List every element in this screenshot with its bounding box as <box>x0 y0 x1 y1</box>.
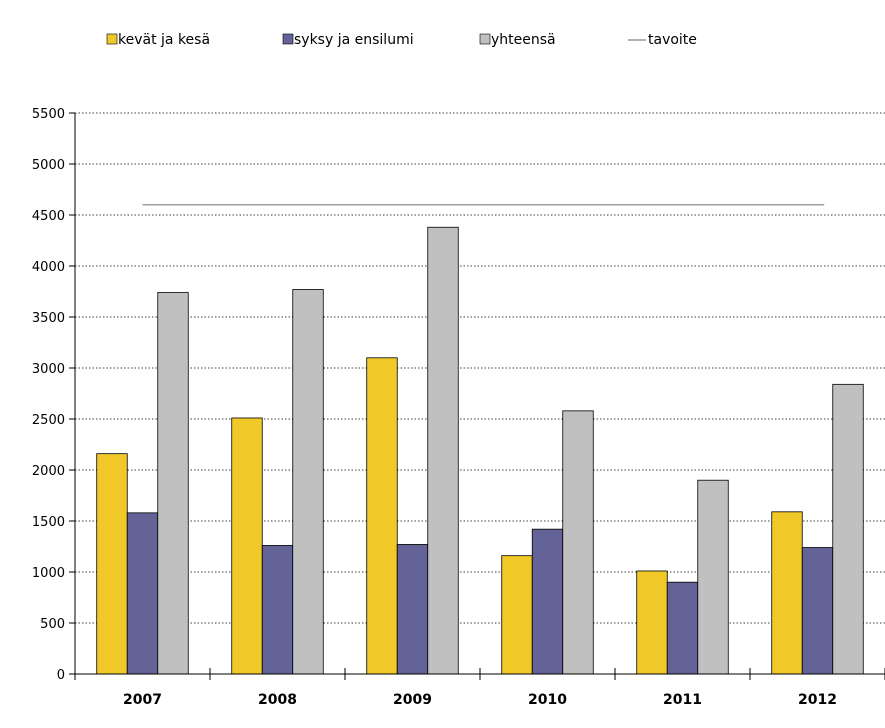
bar-syksy-ja-ensilumi-2009 <box>396 544 429 675</box>
bar-syksy-ja-ensilumi-2012 <box>801 547 834 675</box>
bar-yhteensä-2007 <box>157 292 189 675</box>
x-tick-label: 2010 <box>528 692 567 708</box>
y-tick-label: 1000 <box>32 566 65 581</box>
bars <box>96 226 864 675</box>
y-tick-label: 4000 <box>32 260 65 275</box>
y-tick-label: 1500 <box>32 515 65 530</box>
bar-syksy-ja-ensilumi-2008 <box>261 545 294 675</box>
bar-kevät-ja-kesä-2011 <box>636 570 668 675</box>
bar-kevät-ja-kesä-2008 <box>231 417 263 675</box>
bar-syksy-ja-ensilumi-2010 <box>531 528 564 675</box>
y-tick-label: 4500 <box>32 209 65 224</box>
x-tick-label: 2012 <box>798 692 837 708</box>
x-tick-label: 2008 <box>258 692 297 708</box>
legend: kevät ja kesä syksy ja ensilumi yhteensä ta… <box>106 32 697 48</box>
gridlines <box>75 112 885 624</box>
y-tick-label: 2500 <box>32 413 65 428</box>
y-tick-label: 3000 <box>32 362 65 377</box>
legend-label: tavoite <box>648 32 697 48</box>
bar-yhteensä-2008 <box>292 289 324 675</box>
legend-label: kevät ja kesä <box>118 32 210 48</box>
bar-yhteensä-2011 <box>697 479 729 675</box>
bar-yhteensä-2010 <box>562 410 594 675</box>
bar-kevät-ja-kesä-2007 <box>96 453 128 675</box>
x-tick-label: 2007 <box>123 692 162 708</box>
y-tick-label: 500 <box>40 617 65 632</box>
bar-kevät-ja-kesä-2010 <box>501 555 533 675</box>
y-tick-label: 3500 <box>32 311 65 326</box>
bar-kevät-ja-kesä-2009 <box>366 357 398 675</box>
bar-yhteensä-2009 <box>427 226 459 675</box>
bar-syksy-ja-ensilumi-2011 <box>666 581 699 675</box>
y-tick-label: 0 <box>57 668 65 683</box>
bar-kevät-ja-kesä-2012 <box>771 511 803 675</box>
y-tick-label: 5500 <box>32 107 65 122</box>
bar-syksy-ja-ensilumi-2007 <box>126 512 159 675</box>
axes: 0 500 1000 1500 2000 2500 3000 3500 4000 4500 5000… <box>32 107 885 708</box>
legend-label: syksy ja ensilumi <box>294 32 414 48</box>
y-tick-label: 2000 <box>32 464 65 479</box>
legend-swatch <box>479 33 491 45</box>
x-tick-label: 2011 <box>663 692 702 708</box>
legend-swatch <box>106 33 118 45</box>
legend-label: yhteensä <box>491 32 556 48</box>
bar-yhteensä-2012 <box>832 383 864 675</box>
legend-swatch <box>282 33 294 45</box>
y-tick-label: 5000 <box>32 158 65 173</box>
x-tick-label: 2009 <box>393 692 432 708</box>
